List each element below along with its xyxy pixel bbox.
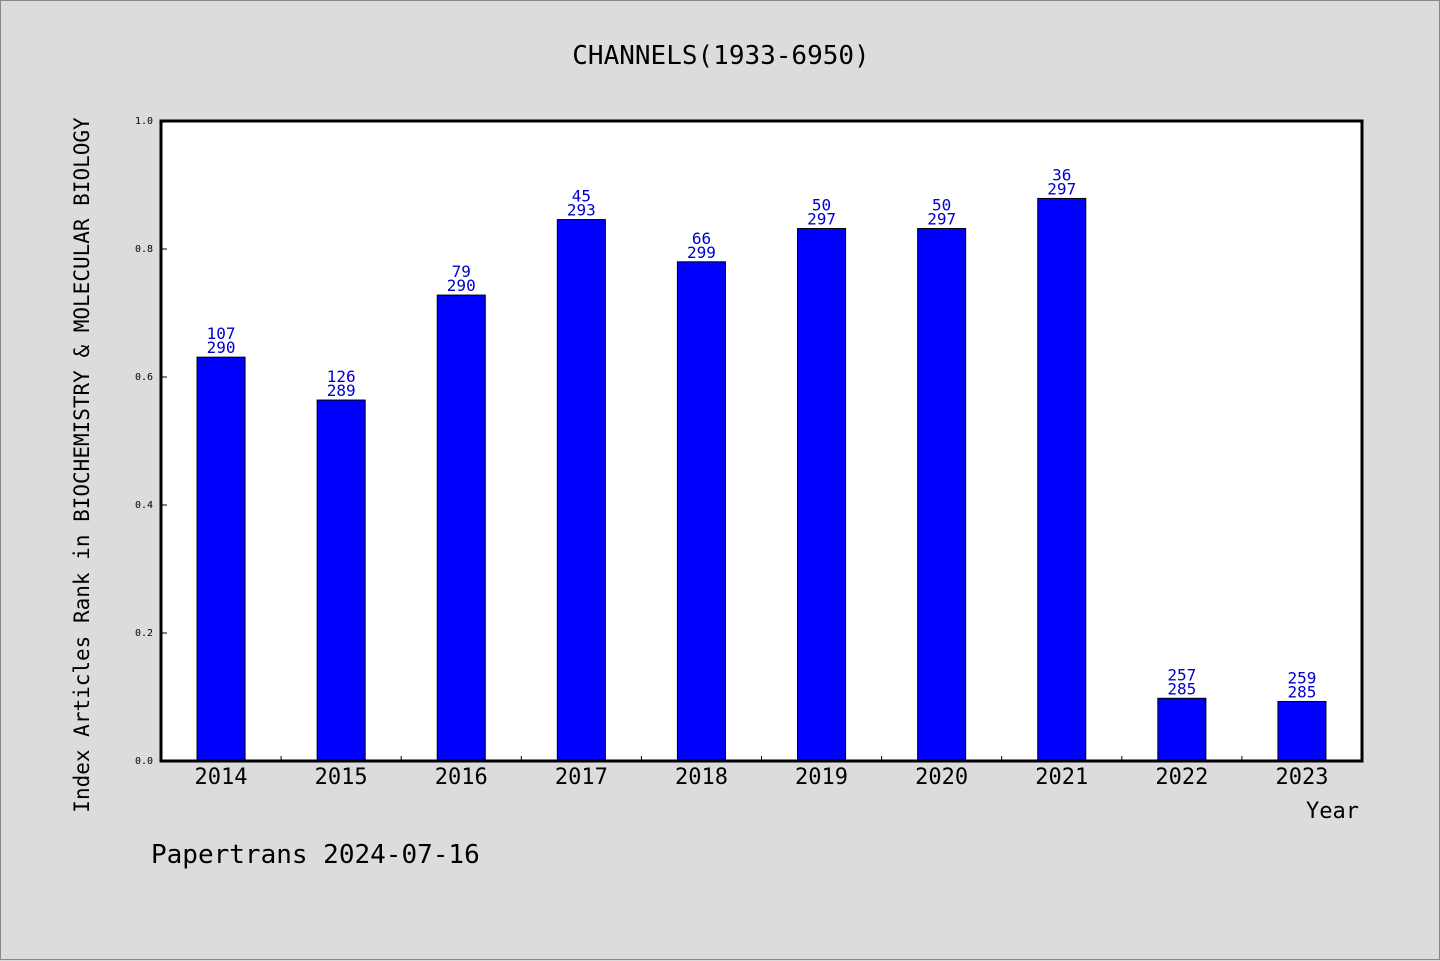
bar-2022 xyxy=(1157,697,1207,762)
bar-label-total: 297 xyxy=(1047,179,1076,198)
footer-credit: Papertrans 2024-07-16 xyxy=(151,840,480,870)
bar-label-total: 289 xyxy=(327,381,356,400)
bar-label-total: 299 xyxy=(687,243,716,262)
bar-label-total: 297 xyxy=(807,210,836,229)
bar-2020 xyxy=(917,228,967,762)
bar-label-rank: 107 xyxy=(207,324,236,343)
bar-label-rank: 126 xyxy=(327,367,356,386)
bar-label-rank: 50 xyxy=(812,196,831,215)
bar-2014 xyxy=(196,356,246,762)
bar-2016 xyxy=(436,294,486,762)
x-tick-label: 2017 xyxy=(555,765,608,790)
x-tick-label: 2022 xyxy=(1155,765,1208,790)
x-tick-label: 2015 xyxy=(315,765,368,790)
x-tick-label: 2020 xyxy=(915,765,968,790)
y-tick-label: 1.0 xyxy=(135,116,153,127)
bar-label-rank: 45 xyxy=(572,187,591,206)
bar-label-rank: 259 xyxy=(1287,668,1316,687)
bar-label-total: 290 xyxy=(207,338,236,357)
y-tick-label: 0.6 xyxy=(135,372,153,383)
y-axis-label: Index Articles Rank in BIOCHEMISTRY & MO… xyxy=(70,117,94,813)
bar-label-total: 285 xyxy=(1167,679,1196,698)
bar-2017 xyxy=(556,219,606,762)
bar-label-total: 297 xyxy=(927,210,956,229)
plot-border xyxy=(159,119,1364,763)
bar-label-total: 285 xyxy=(1287,682,1316,701)
y-tick-label: 0.4 xyxy=(135,500,153,511)
bar-2023 xyxy=(1277,700,1327,762)
bar-label-rank: 257 xyxy=(1167,665,1196,684)
y-tick-label: 0.0 xyxy=(135,756,153,767)
ticks-group: 2014 2015 2016 2017 2018 2019 2020 2021 2022 2023… xyxy=(135,116,1329,790)
bar-2015 xyxy=(316,399,366,762)
x-tick-label: 2016 xyxy=(435,765,488,790)
y-tick-label: 0.2 xyxy=(135,628,153,639)
bar-label-rank: 66 xyxy=(692,229,711,248)
y-tick-label: 0.8 xyxy=(135,244,153,255)
bar-label-rank: 79 xyxy=(452,262,471,281)
x-axis-label: Year xyxy=(1306,799,1359,824)
bar-label-total: 293 xyxy=(567,201,596,220)
bar-label-rank: 36 xyxy=(1052,165,1071,184)
bar-2019 xyxy=(797,228,847,762)
x-tick-label: 2018 xyxy=(675,765,728,790)
bar-2018 xyxy=(676,261,726,762)
x-tick-label: 2014 xyxy=(195,765,248,790)
bar-label-total: 290 xyxy=(447,276,476,295)
x-tick-label: 2021 xyxy=(1035,765,1088,790)
bar-2021 xyxy=(1037,197,1087,762)
bar-label-rank: 50 xyxy=(932,196,951,215)
bars-group: 1072901262897929045293662995029750297362… xyxy=(196,165,1327,762)
x-tick-label: 2019 xyxy=(795,765,848,790)
x-tick-label: 2023 xyxy=(1275,765,1328,790)
chart-title: CHANNELS(1933-6950) xyxy=(572,41,869,71)
